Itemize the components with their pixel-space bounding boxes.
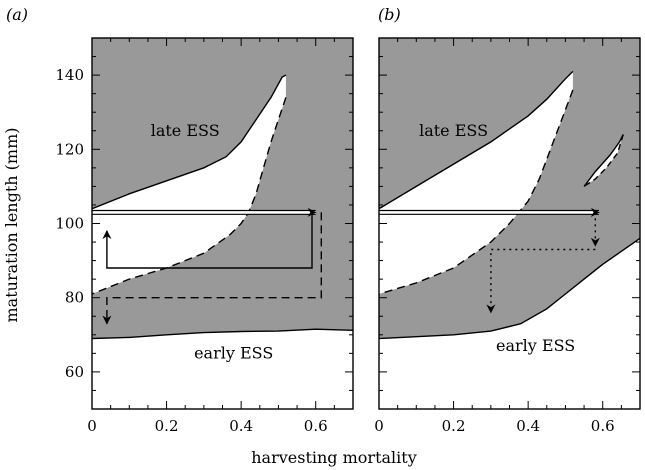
panel-a: (a) 0 0.2 0.4 0.6 60 80 100 120 140 late ESS ear…: [6, 5, 354, 435]
panel-a-late-white-region: [92, 75, 286, 294]
panel-b-early-boundary: [379, 237, 640, 340]
panel-b-ticks: 0 0.2 0.4 0.6: [374, 37, 641, 435]
panel-b-x-tick-label: 0.2: [442, 417, 466, 435]
panel-a-trajectories: [92, 207, 322, 325]
panel-b-upper-boundary: [379, 70, 574, 210]
panel-a-early-ess-label: early ESS: [194, 343, 273, 362]
y-axis-title: maturation length (mm): [2, 128, 21, 323]
panel-b-x-tick-label: 0.6: [591, 417, 615, 435]
panel-a-y-tick-label: 60: [65, 363, 84, 381]
panel-b-trajectories: [379, 207, 600, 314]
panel-a-y-tick-label: 80: [65, 289, 84, 307]
panel-a-ticks: 0 0.2 0.4 0.6 60 80 100 120 140: [55, 37, 354, 435]
panel-a-x-tick-label: 0: [87, 417, 97, 435]
panel-b-late-white-region: [379, 71, 573, 295]
panel-a-x-tick-label: 0.4: [229, 417, 253, 435]
panel-a-upper-boundary: [92, 74, 287, 210]
panel-a-path-1: [102, 212, 313, 269]
panel-a-lower-boundary: [92, 97, 287, 295]
panel-b-label: (b): [378, 5, 401, 24]
panel-a-x-tick-label: 0.6: [304, 417, 328, 435]
panel-a-y-tick-label: 120: [55, 140, 84, 158]
panel-a-x-tick-label: 0.2: [155, 417, 179, 435]
panel-a-late-ess-label: late ESS: [151, 121, 220, 140]
panel-a-y-tick-label: 100: [55, 215, 84, 233]
panel-b-early-white-region: [379, 238, 640, 409]
panel-b-island-upper-boundary: [583, 134, 624, 187]
panel-b: (b) 0 0.2 0.4 0.6 late ESS early ESS: [374, 5, 641, 435]
panel-a-y-tick-label: 140: [55, 66, 84, 84]
x-axis-title: harvesting mortality: [251, 448, 417, 467]
panel-a-label: (a): [6, 5, 28, 24]
panel-a-early-white-region: [92, 329, 353, 409]
panel-a-early-boundary: [92, 328, 353, 340]
panel-b-early-ess-label: early ESS: [496, 336, 575, 355]
panel-b-late-ess-label: late ESS: [419, 121, 488, 140]
panel-a-path-2: [102, 212, 322, 325]
panel-b-island-lower-boundary: [583, 134, 624, 187]
panel-b-x-tick-label: 0.4: [516, 417, 540, 435]
panel-b-x-tick-label: 0: [374, 417, 384, 435]
